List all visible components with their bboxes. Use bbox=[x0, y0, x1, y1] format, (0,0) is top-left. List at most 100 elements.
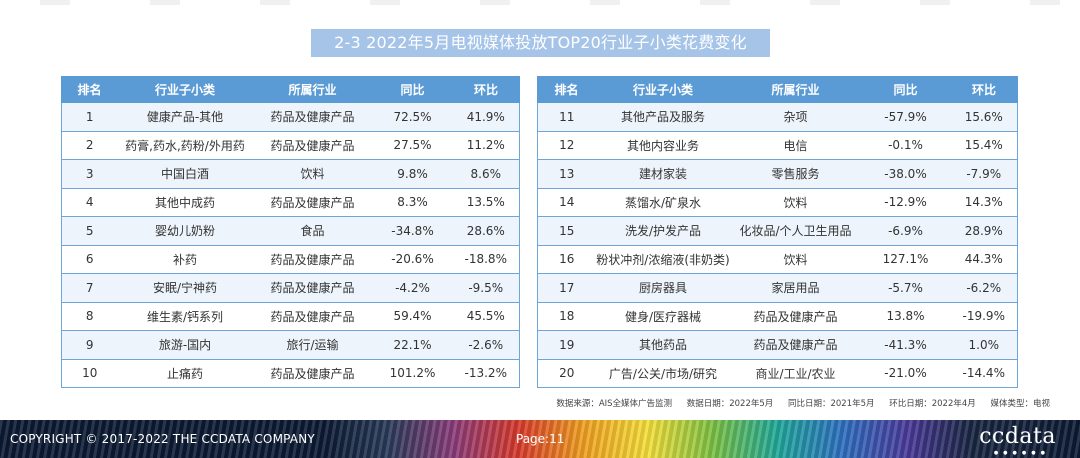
cell-rank: 16 bbox=[537, 245, 596, 274]
table-row: 1 健康产品-其他 药品及健康产品 72.5% 41.9% bbox=[61, 103, 520, 132]
header-rank: 排名 bbox=[537, 76, 596, 103]
cell-subcategory: 维生素/钙系列 bbox=[117, 302, 253, 331]
cell-industry: 零售服务 bbox=[730, 159, 861, 189]
cell-subcategory: 婴幼儿奶粉 bbox=[117, 216, 253, 246]
header-industry: 所属行业 bbox=[730, 76, 861, 103]
cell-mom: 11.2% bbox=[452, 131, 520, 160]
table-row: 3 中国白酒 饮料 9.8% 8.6% bbox=[61, 159, 520, 189]
cell-subcategory: 厨房器具 bbox=[595, 273, 731, 303]
cell-yoy: -20.6% bbox=[372, 245, 453, 274]
header-mom: 环比 bbox=[950, 76, 1018, 103]
cell-subcategory: 建材家装 bbox=[595, 159, 731, 189]
cell-rank: 12 bbox=[537, 131, 596, 160]
cell-subcategory: 广告/公关/市场/研究 bbox=[595, 359, 731, 388]
cell-subcategory: 蒸馏水/矿泉水 bbox=[595, 188, 731, 217]
source-note: 数据来源：AIS全媒体广告监测 数据日期：2022年5月 同比日期：2021年5… bbox=[544, 397, 1050, 409]
cell-yoy: -6.9% bbox=[860, 216, 951, 246]
cell-mom: 14.3% bbox=[950, 188, 1018, 217]
table-row: 2 药膏,药水,药粉/外用药 药品及健康产品 27.5% 11.2% bbox=[61, 131, 520, 160]
cell-rank: 1 bbox=[61, 103, 118, 132]
cell-industry: 药品及健康产品 bbox=[252, 359, 373, 388]
cell-industry: 药品及健康产品 bbox=[252, 188, 373, 217]
table-row: 17 厨房器具 家居用品 -5.7% -6.2% bbox=[537, 273, 1018, 303]
cell-rank: 17 bbox=[537, 273, 596, 303]
cell-yoy: 59.4% bbox=[372, 302, 453, 331]
cell-industry: 药品及健康产品 bbox=[252, 103, 373, 132]
table-row: 5 婴幼儿奶粉 食品 -34.8% 28.6% bbox=[61, 216, 520, 246]
table-row: 8 维生素/钙系列 药品及健康产品 59.4% 45.5% bbox=[61, 302, 520, 331]
cell-subcategory: 旅游-国内 bbox=[117, 330, 253, 360]
cell-mom: 45.5% bbox=[452, 302, 520, 331]
cell-mom: 13.5% bbox=[452, 188, 520, 217]
header-industry: 所属行业 bbox=[252, 76, 373, 103]
cell-subcategory: 洗发/护发产品 bbox=[595, 216, 731, 246]
cell-subcategory: 其他中成药 bbox=[117, 188, 253, 217]
cell-industry: 药品及健康产品 bbox=[730, 330, 861, 360]
footer-bar: COPYRIGHT © 2017-2022 THE CCDATA COMPANY… bbox=[0, 420, 1080, 458]
table-row: 14 蒸馏水/矿泉水 饮料 -12.9% 14.3% bbox=[537, 188, 1018, 217]
cell-rank: 6 bbox=[61, 245, 118, 274]
cell-subcategory: 其他内容业务 bbox=[595, 131, 731, 160]
cell-industry: 药品及健康产品 bbox=[252, 302, 373, 331]
ranking-table-left: 排名 行业子小类 所属行业 同比 环比 1 健康产品-其他 药品及健康产品 72.5%… bbox=[61, 76, 520, 388]
cell-rank: 5 bbox=[61, 216, 118, 246]
cell-mom: -9.5% bbox=[452, 273, 520, 303]
cell-yoy: -38.0% bbox=[860, 159, 951, 189]
cell-mom: -19.9% bbox=[950, 302, 1018, 331]
header-yoy: 同比 bbox=[860, 76, 951, 103]
cell-mom: 15.6% bbox=[950, 103, 1018, 132]
cell-industry: 家居用品 bbox=[730, 273, 861, 303]
cell-mom: -6.2% bbox=[950, 273, 1018, 303]
table-row: 12 其他内容业务 电信 -0.1% 15.4% bbox=[537, 131, 1018, 160]
top-decorative-strip bbox=[0, 0, 1080, 5]
cell-rank: 9 bbox=[61, 330, 118, 360]
source-text: 数据来源：AIS全媒体广告监测 bbox=[556, 399, 673, 409]
cell-rank: 3 bbox=[61, 159, 118, 189]
page-number: Page:11 bbox=[516, 432, 565, 446]
cell-mom: -14.4% bbox=[950, 359, 1018, 388]
data-date-text: 数据日期：2022年5月 bbox=[686, 399, 774, 409]
cell-mom: -2.6% bbox=[452, 330, 520, 360]
table-row: 9 旅游-国内 旅行/运输 22.1% -2.6% bbox=[61, 330, 520, 360]
cell-rank: 10 bbox=[61, 359, 118, 388]
cell-yoy: 22.1% bbox=[372, 330, 453, 360]
cell-industry: 药品及健康产品 bbox=[252, 245, 373, 274]
table-row: 16 粉状冲剂/浓缩液(非奶类) 饮料 127.1% 44.3% bbox=[537, 245, 1018, 274]
cell-industry: 药品及健康产品 bbox=[730, 302, 861, 331]
cell-yoy: -57.9% bbox=[860, 103, 951, 132]
table-row: 15 洗发/护发产品 化妆品/个人卫生用品 -6.9% 28.9% bbox=[537, 216, 1018, 246]
cell-industry: 电信 bbox=[730, 131, 861, 160]
cell-industry: 药品及健康产品 bbox=[252, 131, 373, 160]
media-type-text: 媒体类型：电视 bbox=[990, 399, 1050, 409]
cell-subcategory: 粉状冲剂/浓缩液(非奶类) bbox=[595, 245, 731, 274]
cell-mom: 15.4% bbox=[950, 131, 1018, 160]
cell-rank: 14 bbox=[537, 188, 596, 217]
cell-yoy: 8.3% bbox=[372, 188, 453, 217]
cell-industry: 药品及健康产品 bbox=[252, 273, 373, 303]
cell-yoy: 101.2% bbox=[372, 359, 453, 388]
ranking-table-right: 排名 行业子小类 所属行业 同比 环比 11 其他产品及服务 杂项 -57.9% 15.… bbox=[537, 76, 1018, 388]
cell-rank: 8 bbox=[61, 302, 118, 331]
page-title: 2-3 2022年5月电视媒体投放TOP20行业子小类花费变化 bbox=[311, 29, 770, 57]
cell-yoy: -41.3% bbox=[860, 330, 951, 360]
cell-industry: 食品 bbox=[252, 216, 373, 246]
yoy-date-text: 同比日期：2021年5月 bbox=[787, 399, 875, 409]
cell-yoy: -5.7% bbox=[860, 273, 951, 303]
cell-industry: 饮料 bbox=[730, 188, 861, 217]
table-header-row: 排名 行业子小类 所属行业 同比 环比 bbox=[537, 76, 1018, 103]
cell-subcategory: 健身/医疗器械 bbox=[595, 302, 731, 331]
cell-rank: 7 bbox=[61, 273, 118, 303]
table-row: 4 其他中成药 药品及健康产品 8.3% 13.5% bbox=[61, 188, 520, 217]
cell-mom: 28.9% bbox=[950, 216, 1018, 246]
cell-rank: 18 bbox=[537, 302, 596, 331]
cell-yoy: 9.8% bbox=[372, 159, 453, 189]
cell-mom: -13.2% bbox=[452, 359, 520, 388]
cell-rank: 2 bbox=[61, 131, 118, 160]
cell-rank: 15 bbox=[537, 216, 596, 246]
cell-industry: 饮料 bbox=[252, 159, 373, 189]
cell-mom: 28.6% bbox=[452, 216, 520, 246]
cell-yoy: -21.0% bbox=[860, 359, 951, 388]
table-row: 18 健身/医疗器械 药品及健康产品 13.8% -19.9% bbox=[537, 302, 1018, 331]
cell-subcategory: 药膏,药水,药粉/外用药 bbox=[117, 131, 253, 160]
cell-yoy: -12.9% bbox=[860, 188, 951, 217]
